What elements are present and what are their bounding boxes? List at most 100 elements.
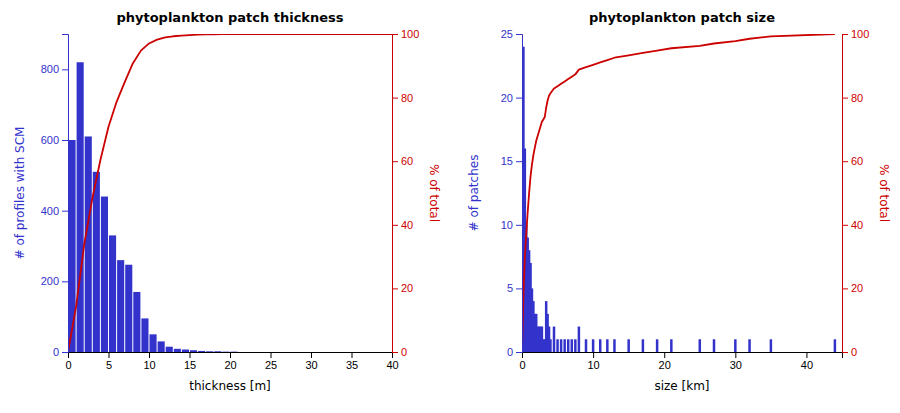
bar (141, 318, 148, 352)
tick-label: 20 (659, 359, 671, 371)
tick-label: 100 (851, 28, 869, 40)
tick-mark (62, 281, 68, 282)
tick-mark (842, 161, 848, 162)
tick: 20 (659, 352, 671, 371)
bar (656, 339, 659, 352)
x-axis-label: size [km] (654, 379, 709, 393)
bar (384, 352, 391, 353)
tick-mark (392, 288, 398, 289)
tick-label: 10 (587, 359, 599, 371)
tick: 40 (801, 352, 813, 371)
tick: 10 (143, 352, 155, 371)
bar (93, 172, 100, 352)
tick: 35 (346, 352, 358, 371)
tick-label: 40 (386, 359, 398, 371)
tick-label: 10 (143, 359, 155, 371)
bar (117, 260, 124, 352)
bar (312, 352, 319, 353)
bar (247, 352, 254, 353)
bar (320, 352, 327, 353)
bar (214, 351, 221, 352)
tick: 60 (842, 155, 863, 167)
tick-label: 0 (519, 359, 525, 371)
tick-label: 100 (401, 28, 419, 40)
bar (553, 327, 556, 352)
cdf-line (68, 34, 392, 352)
tick: 30 (305, 352, 317, 371)
y-axis-label: # of profiles with SCM (13, 127, 27, 260)
title: phytoplankton patch size (589, 10, 775, 25)
tick-mark (842, 288, 848, 289)
title: phytoplankton patch thickness (116, 10, 343, 25)
bar (77, 62, 84, 352)
tick-mark (392, 34, 398, 35)
tick-label: 60 (401, 155, 413, 167)
tick-label: 20 (851, 282, 863, 294)
bar (336, 352, 343, 353)
tick-mark (311, 352, 312, 358)
tick: 0 (519, 352, 525, 371)
bar (606, 339, 609, 352)
tick-label: 5 (507, 282, 513, 294)
tick-label: 600 (41, 134, 59, 146)
bar (190, 350, 197, 352)
bar (571, 339, 574, 352)
tick: 40 (842, 219, 863, 231)
tick-mark (842, 225, 848, 226)
bar (748, 339, 751, 352)
figure: 0510152025303540020040060080002040608010… (0, 0, 900, 413)
plot-area (68, 34, 392, 352)
tick: 30 (730, 352, 742, 371)
tick-mark (392, 352, 398, 353)
tick-label: 20 (501, 92, 513, 104)
chart: 0510152025303540020040060080002040608010… (13, 10, 441, 393)
bar (642, 339, 645, 352)
tick-mark (109, 352, 110, 358)
tick: 600 (41, 134, 68, 146)
y2-axis-label: % of total (427, 164, 441, 222)
tick: 25 (265, 352, 277, 371)
bar (133, 292, 140, 352)
bar (713, 339, 716, 352)
tick-mark (62, 69, 68, 70)
bar (699, 339, 702, 352)
bar (567, 339, 570, 352)
bar (549, 339, 552, 352)
bars (522, 47, 836, 352)
y2-axis: 020406080100 (392, 28, 419, 358)
tick-label: 30 (730, 359, 742, 371)
tick: 0 (842, 346, 857, 358)
bar (271, 352, 278, 353)
tick-mark (516, 98, 522, 99)
x-axis: 0510152025303540 (65, 352, 398, 371)
tick: 60 (392, 155, 413, 167)
bar (279, 352, 286, 353)
tick-label: 10 (501, 219, 513, 231)
bar (360, 352, 367, 353)
tick: 0 (53, 346, 68, 358)
chart: 0102030400510152025020406080100phytoplan… (467, 10, 891, 393)
bar (352, 352, 359, 353)
bar (239, 352, 246, 353)
tick: 5 (507, 282, 522, 294)
tick-mark (62, 211, 68, 212)
tick: 20 (392, 282, 413, 294)
tick-label: 40 (401, 219, 413, 231)
bar (263, 352, 270, 353)
y2-axis: 0 20 40 60 80 100 (842, 28, 869, 358)
tick-mark (842, 352, 848, 353)
tick: 20 (501, 92, 522, 104)
tick-mark (516, 161, 522, 162)
bar (344, 352, 351, 353)
bar (158, 341, 165, 352)
tick-mark (62, 140, 68, 141)
bar (101, 197, 108, 352)
bar (368, 352, 375, 353)
tick-label: 35 (346, 359, 358, 371)
tick: 40 (392, 219, 413, 231)
plot-area (522, 34, 836, 352)
bar (125, 265, 132, 352)
tick-label: 80 (851, 92, 863, 104)
tick-label: 30 (305, 359, 317, 371)
tick-label: 0 (65, 359, 71, 371)
